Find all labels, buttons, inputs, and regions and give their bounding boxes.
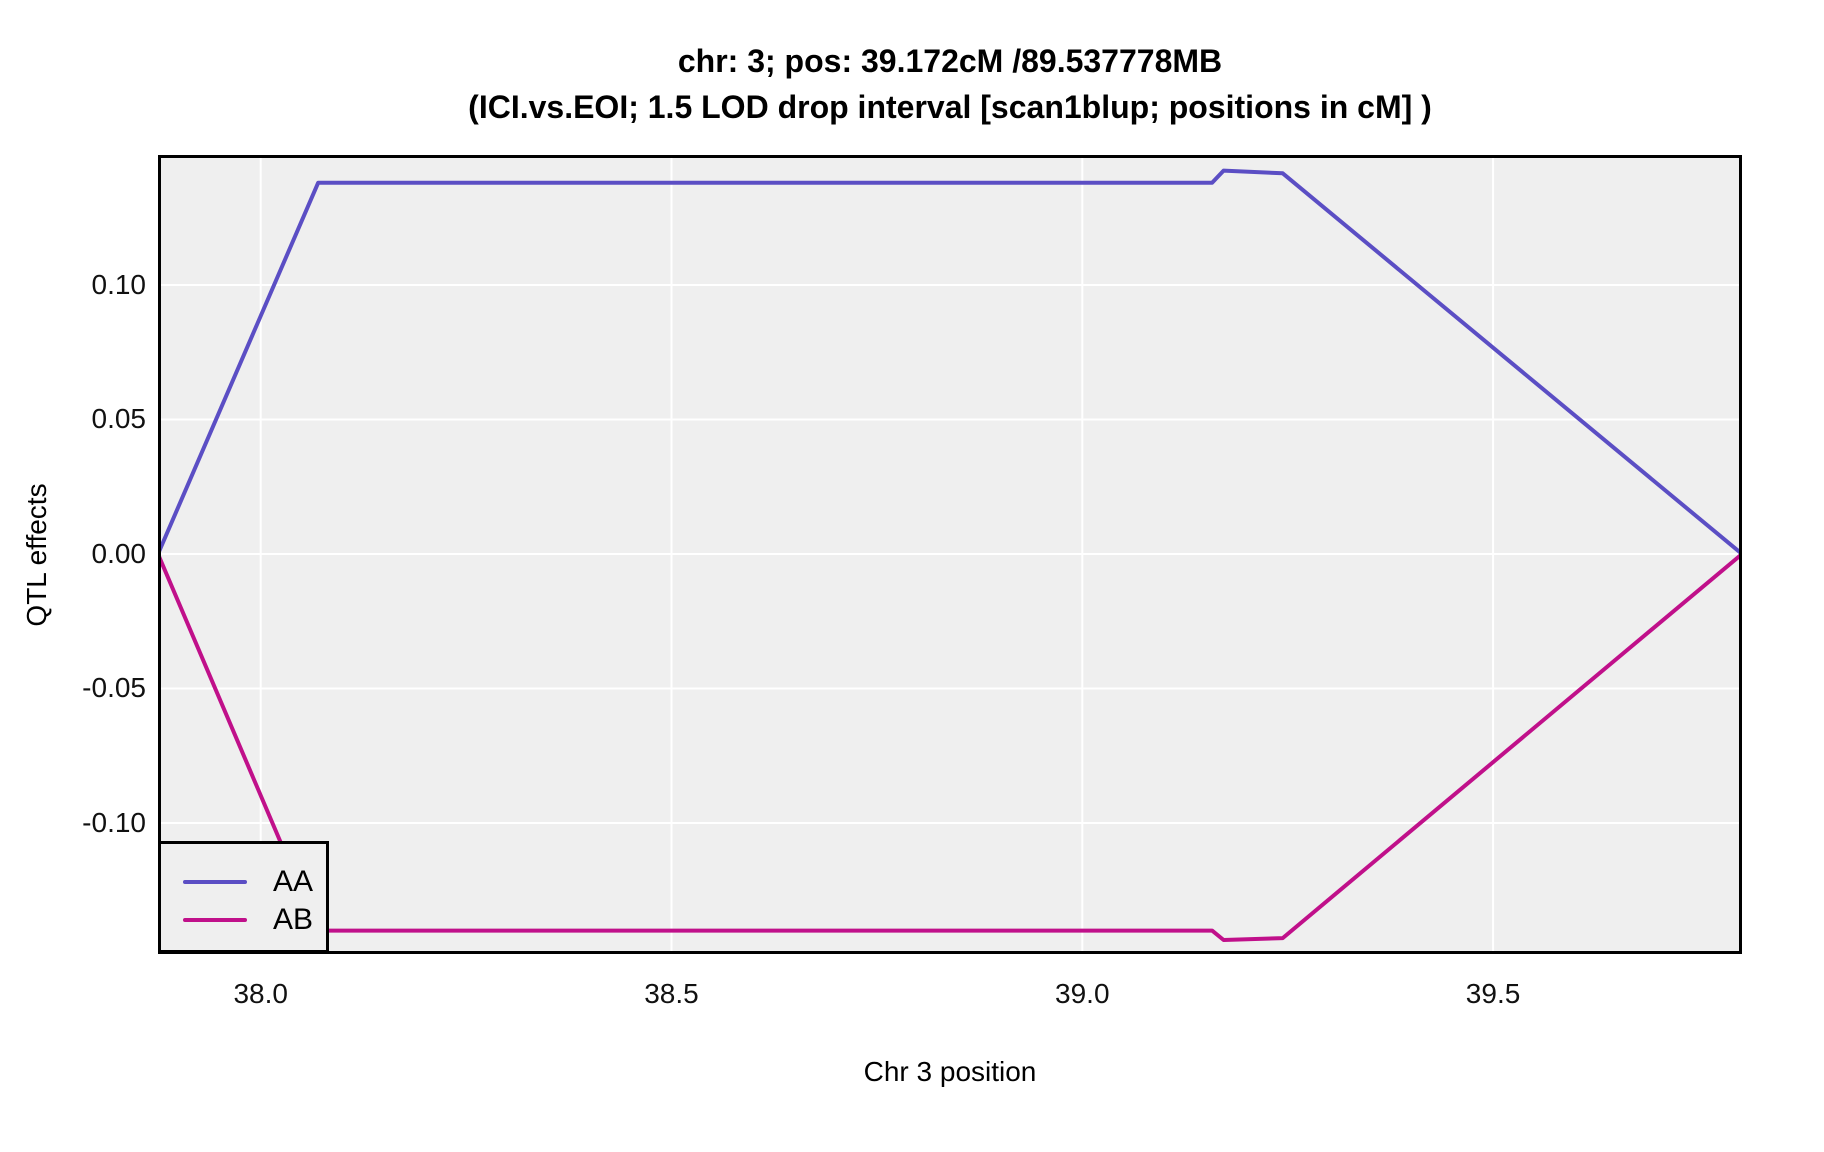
series-line-AA	[158, 168, 1742, 556]
y-tick-label--0.05: -0.05	[82, 672, 146, 704]
x-tick-label-38.0: 38.0	[233, 978, 288, 1009]
y-tick-label-0.05: 0.05	[91, 403, 147, 435]
chart-title-line1: chr: 3; pos: 39.172cM /89.537778MB	[677, 43, 1223, 79]
chart-title-line2: (ICI.vs.EOI; 1.5 LOD drop interval [scan…	[468, 89, 1432, 125]
x-tick-label-38.5: 38.5	[644, 978, 699, 1009]
y-tick-label--0.10: -0.10	[82, 806, 146, 838]
chart-title: chr: 3; pos: 39.172cM /89.537778MB (ICI.…	[468, 38, 1432, 130]
legend-line-swatch-AB	[183, 918, 247, 922]
panel-border	[158, 155, 1742, 954]
x-tick-label-39.5: 39.5	[1465, 978, 1521, 1009]
y-tick-label-0.00: 0.00	[91, 537, 147, 569]
y-tick-label-0.10: 0.10	[91, 268, 147, 300]
x-tick-label-39.0: 39.0	[1055, 978, 1110, 1009]
legend-entry-AB: AB	[161, 903, 326, 937]
legend-line-swatch-AA	[183, 880, 247, 884]
x-axis-title: Chr 3 position	[863, 1056, 1037, 1087]
legend-label-AB: AB	[273, 903, 314, 936]
legend-label-AA: AA	[273, 865, 314, 898]
legend-entry-AA: AA	[161, 865, 326, 899]
legend: AA AB	[158, 841, 329, 953]
plot-panel	[158, 155, 1742, 954]
